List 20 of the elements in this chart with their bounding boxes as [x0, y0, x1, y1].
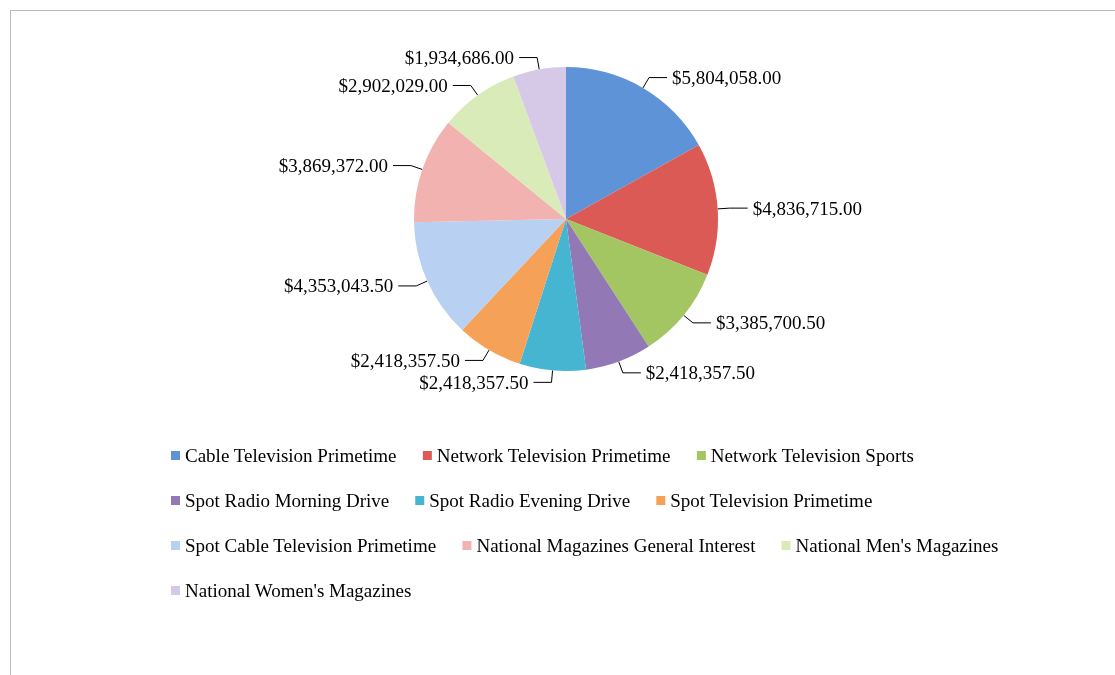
data-label: $4,836,715.00 — [752, 197, 862, 219]
data-label: $2,418,357.50 — [419, 371, 529, 393]
legend-label: National Men's Magazines — [795, 535, 999, 556]
data-label: $2,418,357.50 — [645, 362, 756, 384]
legend-label: Cable Television Primetime — [185, 445, 397, 466]
legend-label: National Women's Magazines — [185, 580, 412, 601]
data-label: $2,902,029.00 — [338, 74, 448, 96]
data-label: $3,385,700.50 — [715, 312, 826, 334]
legend-label: Spot Television Primetime — [670, 490, 873, 511]
legend-label: Network Television Sports — [710, 445, 914, 466]
legend-label: Spot Radio Evening Drive — [429, 490, 631, 511]
data-label: $3,869,372.00 — [278, 155, 388, 177]
legend-label: National Magazines General Interest — [476, 535, 757, 556]
data-label: $1,934,686.00 — [404, 47, 515, 69]
legend-label: Spot Radio Morning Drive — [185, 490, 390, 511]
legend-label: Spot Cable Television Primetime — [185, 535, 437, 556]
data-label: $4,353,043.50 — [284, 275, 394, 297]
data-label: $2,418,357.50 — [350, 349, 460, 371]
data-label: $5,804,058.00 — [672, 67, 782, 89]
legend-label: Network Television Primetime — [436, 445, 671, 466]
